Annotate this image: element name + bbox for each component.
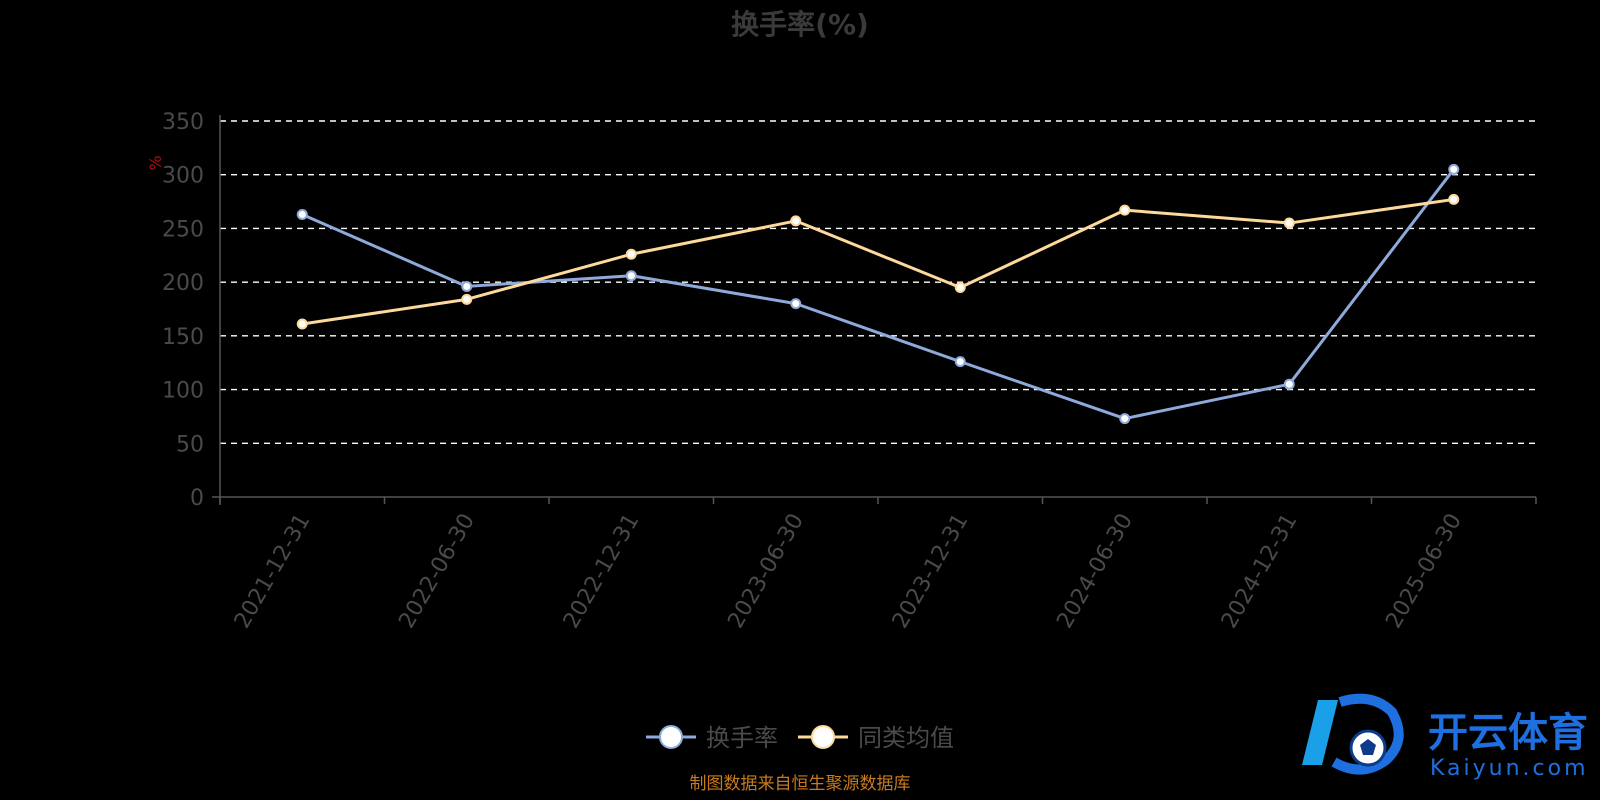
logo-emblem [1302, 693, 1404, 775]
data-point[interactable] [625, 270, 637, 282]
data-point[interactable] [954, 356, 966, 368]
data-point[interactable] [1119, 413, 1131, 425]
x-tick-label: 2022-06-30 [394, 510, 480, 633]
legend-label: 换手率 [706, 724, 778, 752]
logo-text-cn: 开云体育 [1428, 710, 1588, 756]
x-tick-label: 2022-12-31 [559, 510, 645, 633]
data-point[interactable] [296, 208, 308, 220]
y-tick-label: 200 [162, 271, 204, 296]
y-tick-label: 100 [162, 379, 204, 404]
x-tick-label: 2021-12-31 [230, 510, 316, 633]
data-point[interactable] [461, 280, 473, 292]
x-tick-label: 2024-12-31 [1217, 510, 1303, 633]
data-point[interactable] [296, 318, 308, 330]
legend-item-1[interactable]: 同类均值 [798, 724, 954, 752]
series-line-0 [301, 168, 1455, 421]
y-tick-label: 300 [162, 164, 204, 189]
axes [212, 115, 1537, 505]
series-lines [296, 163, 1460, 425]
data-point[interactable] [1448, 163, 1460, 175]
data-point[interactable] [790, 298, 802, 310]
y-tick-label: 150 [162, 325, 204, 350]
legend-marker [811, 725, 835, 749]
y-tick-label: 350 [162, 110, 204, 135]
legend-marker [659, 725, 683, 749]
data-point[interactable] [1119, 204, 1131, 216]
x-tick-labels: 2021-12-31 2022-06-30 2022-12-31 2023-06-30… [230, 510, 1467, 633]
data-point[interactable] [954, 282, 966, 294]
grid-lines [220, 120, 1536, 444]
legend[interactable]: 换手率 同类均值 [646, 724, 954, 752]
y-tick-labels: 0 50 100 150 200 250 300 350 [162, 110, 204, 511]
legend-item-0[interactable]: 换手率 [646, 724, 778, 752]
data-point[interactable] [461, 293, 473, 305]
x-tick-label: 2025-06-30 [1381, 510, 1467, 633]
x-tick-label: 2023-12-31 [888, 510, 974, 633]
y-axis-unit: % [146, 155, 165, 170]
chart-title: 换手率(%) [731, 8, 869, 41]
data-point[interactable] [1283, 378, 1295, 390]
logo-text-en: Kaiyun.com [1430, 756, 1589, 781]
data-point[interactable] [1448, 193, 1460, 205]
data-point[interactable] [790, 215, 802, 227]
source-note: 制图数据来自恒生聚源数据库 [690, 774, 911, 794]
legend-label: 同类均值 [858, 724, 954, 752]
x-tick-label: 2023-06-30 [723, 510, 809, 633]
watermark-logo: 开云体育 Kaiyun.com [1302, 693, 1589, 781]
data-point[interactable] [1283, 217, 1295, 229]
y-tick-label: 0 [190, 486, 204, 511]
series-line-1 [302, 197, 1454, 326]
y-tick-label: 50 [176, 432, 204, 457]
y-tick-label: 250 [162, 217, 204, 242]
data-point[interactable] [625, 248, 637, 260]
x-tick-label: 2024-06-30 [1052, 510, 1138, 633]
